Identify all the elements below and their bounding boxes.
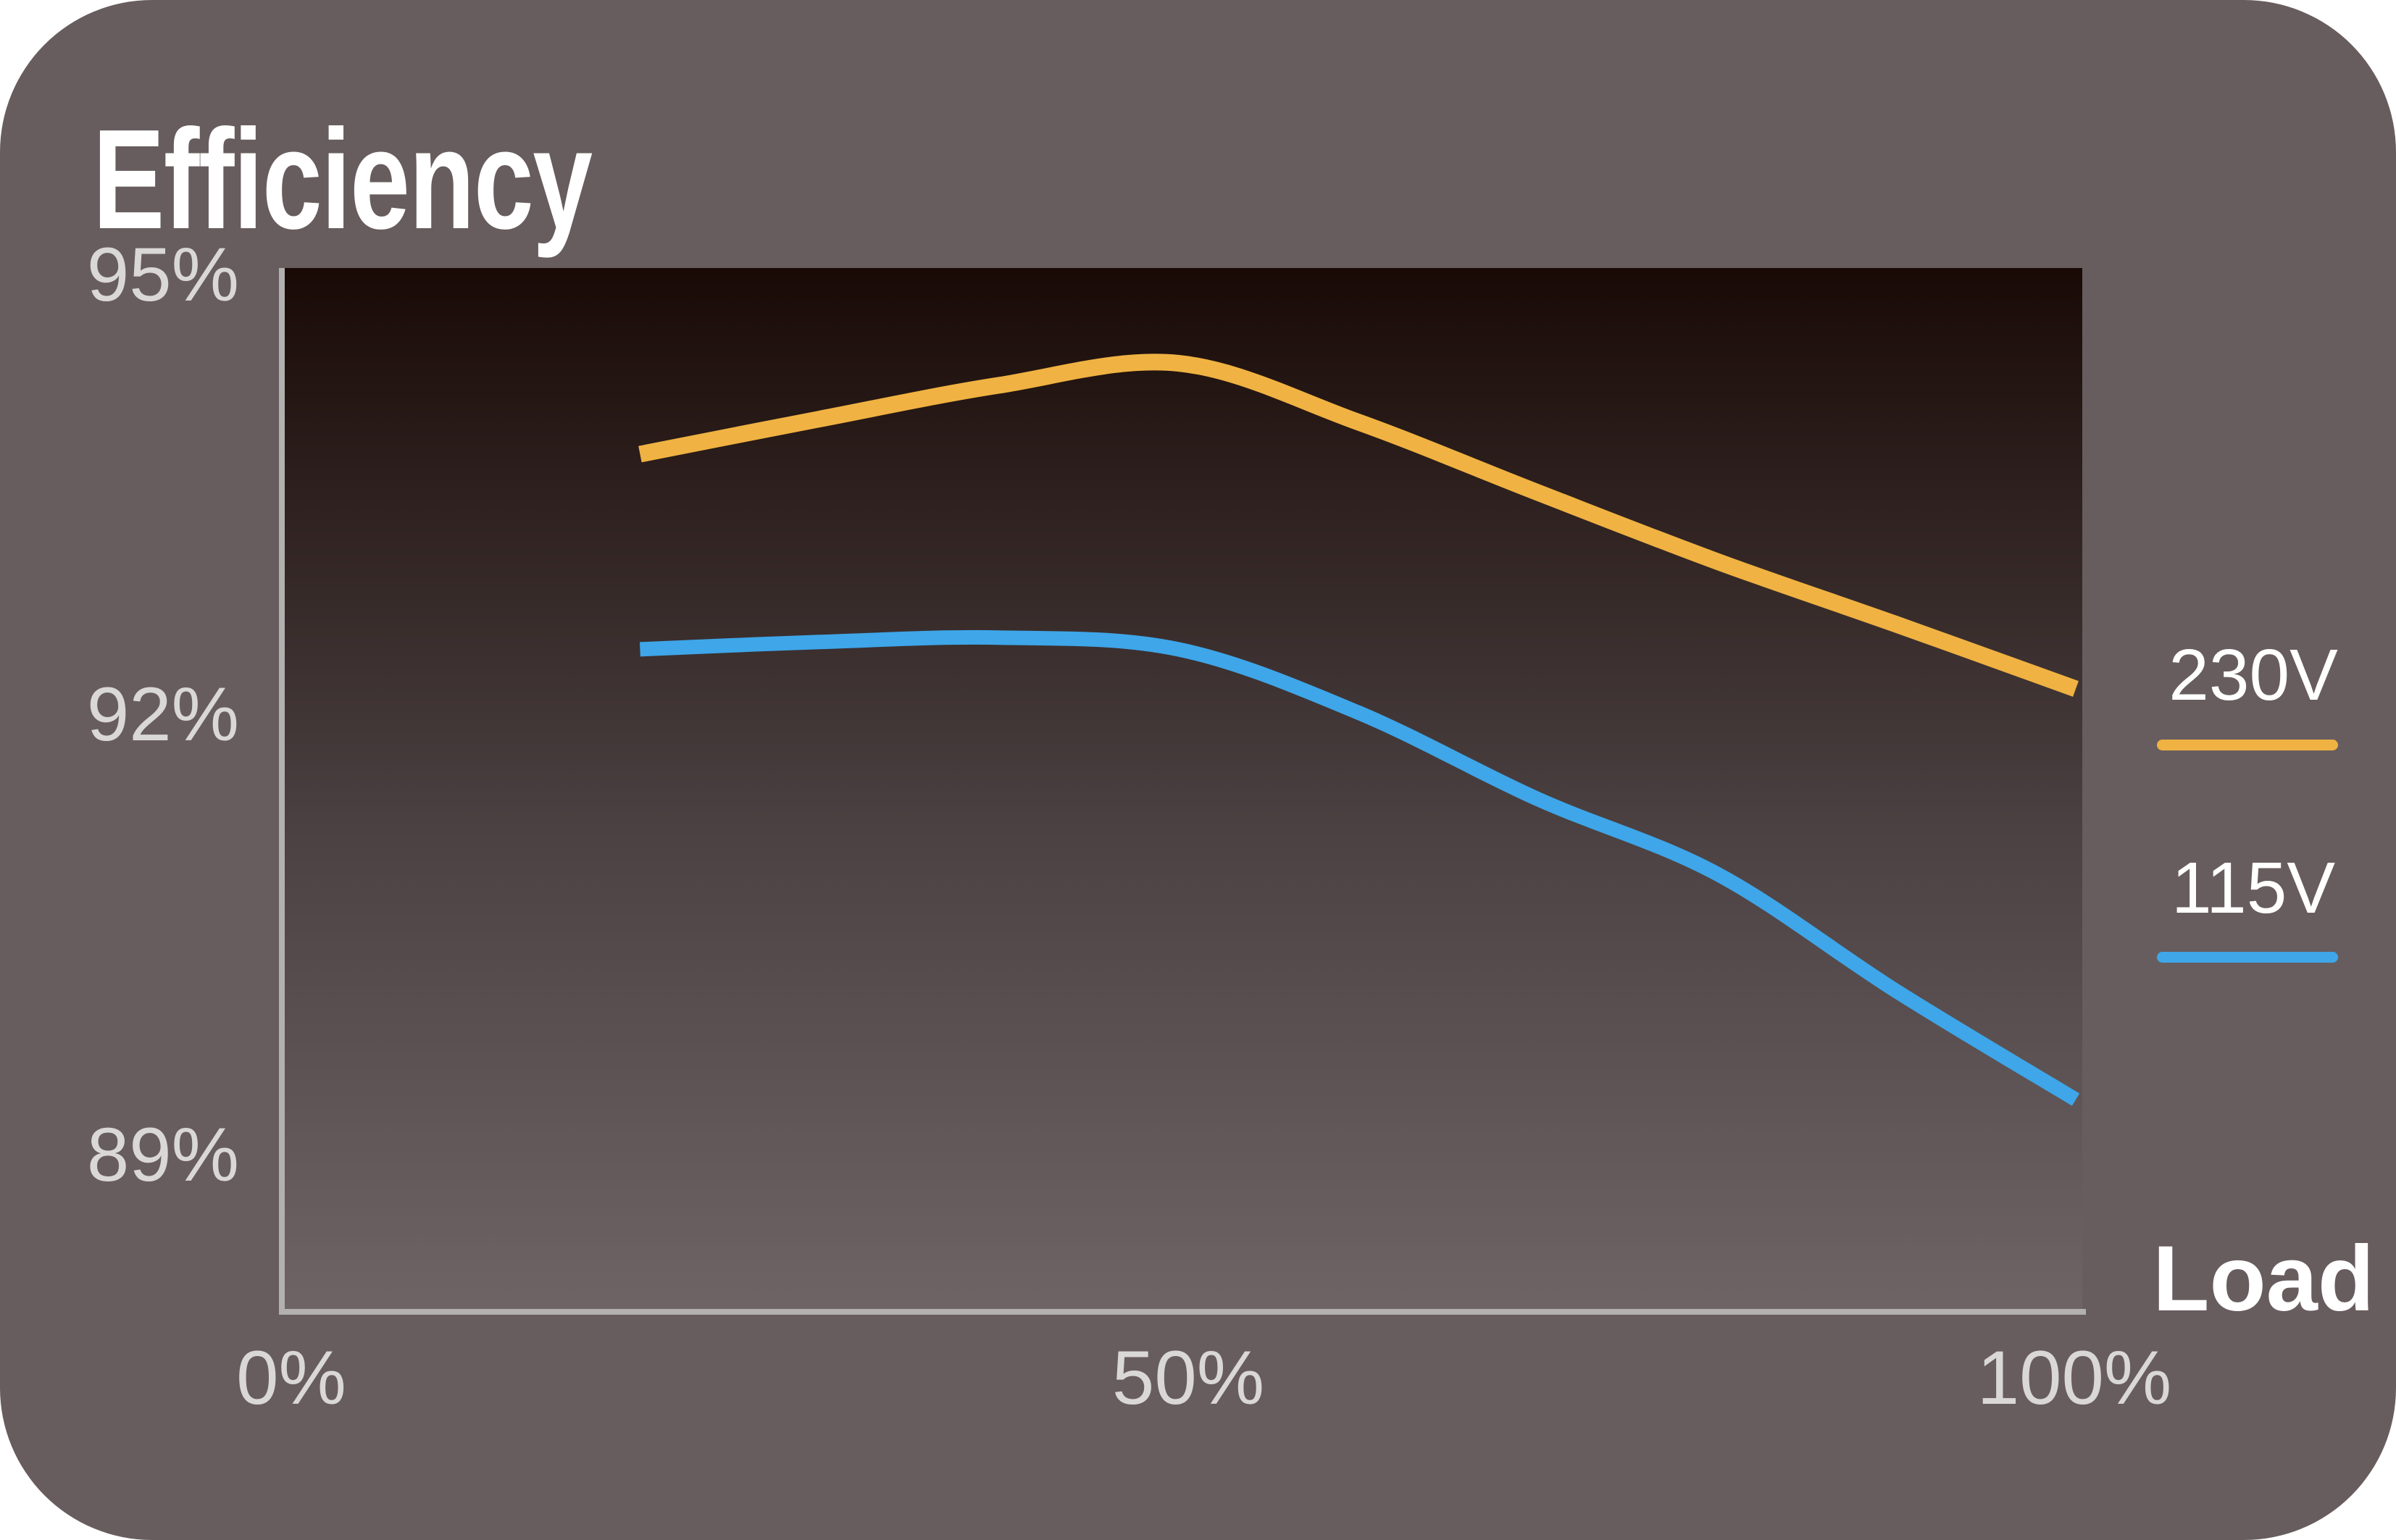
chart-title: Efficiency	[93, 100, 593, 259]
curve-115v	[639, 629, 2080, 1106]
y-tick-92: 92%	[86, 672, 239, 757]
y-axis-line	[279, 268, 285, 1315]
legend-swatch-115v	[2157, 952, 2338, 963]
legend-swatch-230v	[2157, 740, 2338, 750]
plot-area	[285, 268, 2082, 1309]
x-tick-100: 100%	[1977, 1336, 2172, 1420]
x-tick-0: 0%	[236, 1336, 346, 1420]
legend-label-115v: 115V	[2171, 848, 2336, 929]
y-tick-95: 95%	[86, 233, 239, 317]
legend-label-230v: 230V	[2168, 635, 2338, 716]
x-axis-label: Load	[2153, 1227, 2374, 1331]
curve-230v	[638, 353, 2079, 697]
x-axis-line	[279, 1309, 2086, 1315]
y-tick-89: 89%	[86, 1113, 239, 1197]
x-tick-50: 50%	[1111, 1336, 1265, 1420]
